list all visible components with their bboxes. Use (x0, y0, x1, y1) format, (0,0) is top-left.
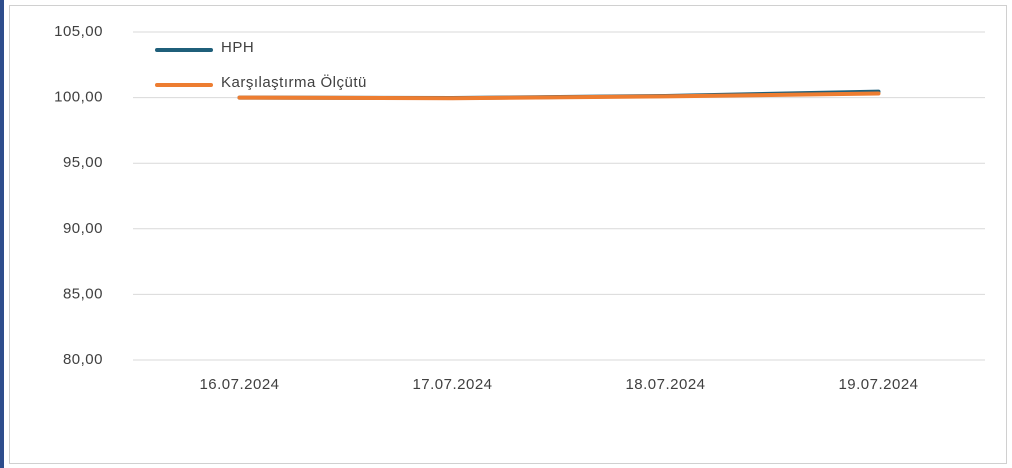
series-line (237, 91, 881, 101)
chart-frame (9, 5, 1007, 464)
y-tick-label: 105,00 (54, 23, 103, 40)
legend-label: HPH (221, 39, 254, 56)
y-tick-label: 90,00 (63, 220, 103, 237)
y-tick-label: 95,00 (63, 154, 103, 171)
legend-label: Karşılaştırma Ölçütü (221, 73, 367, 91)
y-tick-label: 80,00 (63, 351, 103, 368)
y-tick-label: 85,00 (63, 285, 103, 302)
x-tick-label: 19.07.2024 (838, 376, 918, 393)
x-tick-label: 17.07.2024 (412, 376, 492, 393)
y-tick-label: 100,00 (54, 89, 103, 106)
x-tick-label: 16.07.2024 (199, 376, 279, 393)
side-bar (0, 0, 4, 468)
x-tick-label: 18.07.2024 (625, 376, 705, 393)
